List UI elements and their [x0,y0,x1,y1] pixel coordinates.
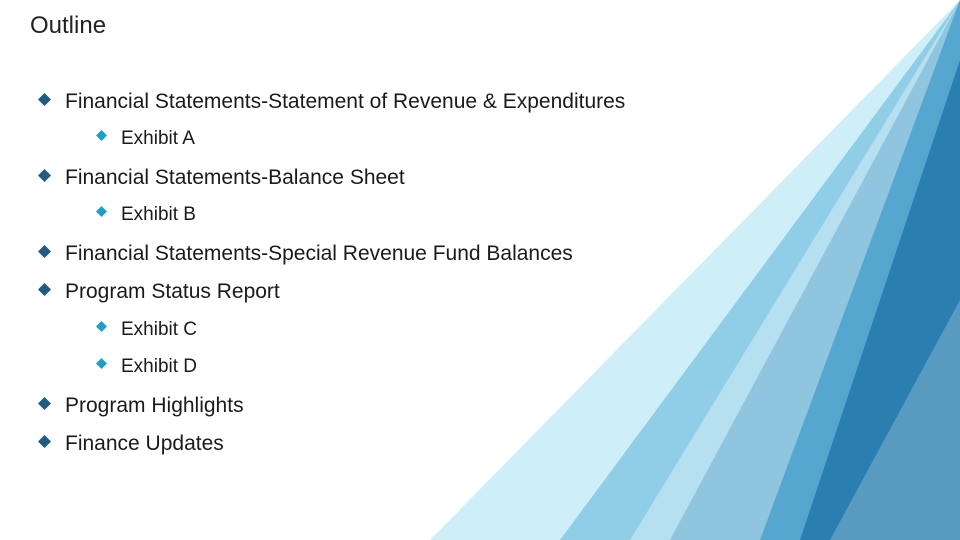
outline-subitem-label: Exhibit D [121,354,197,380]
outline-item: Finance Updates [38,430,870,458]
outline-list: Financial Statements-Statement of Revenu… [38,88,870,469]
outline-item-label: Program Highlights [65,392,244,420]
outline-subitem-label: Exhibit C [121,317,197,343]
diamond-bullet-icon [96,130,107,141]
diamond-bullet-icon [38,435,51,448]
outline-subitem: Exhibit B [96,202,870,228]
diamond-bullet-icon [38,283,51,296]
diamond-bullet-icon [96,206,107,217]
outline-item: Program Status Report [38,278,870,306]
outline-item: Program Highlights [38,392,870,420]
outline-item-label: Program Status Report [65,278,280,306]
outline-subitem-label: Exhibit A [121,126,195,152]
outline-subitem: Exhibit D [96,354,870,380]
outline-item: Financial Statements-Special Revenue Fun… [38,240,870,268]
outline-item-label: Finance Updates [65,430,224,458]
outline-item-label: Financial Statements-Statement of Revenu… [65,88,625,116]
diamond-bullet-icon [38,397,51,410]
diamond-bullet-icon [38,245,51,258]
outline-subitem-label: Exhibit B [121,202,196,228]
outline-item: Financial Statements-Balance Sheet [38,164,870,192]
outline-item: Financial Statements-Statement of Revenu… [38,88,870,116]
outline-subitem: Exhibit A [96,126,870,152]
diamond-bullet-icon [96,321,107,332]
outline-item-label: Financial Statements-Special Revenue Fun… [65,240,573,268]
slide-title: Outline [30,12,106,40]
outline-item-label: Financial Statements-Balance Sheet [65,164,405,192]
diamond-bullet-icon [96,358,107,369]
diamond-bullet-icon [38,93,51,106]
diamond-bullet-icon [38,169,51,182]
outline-subitem: Exhibit C [96,317,870,343]
